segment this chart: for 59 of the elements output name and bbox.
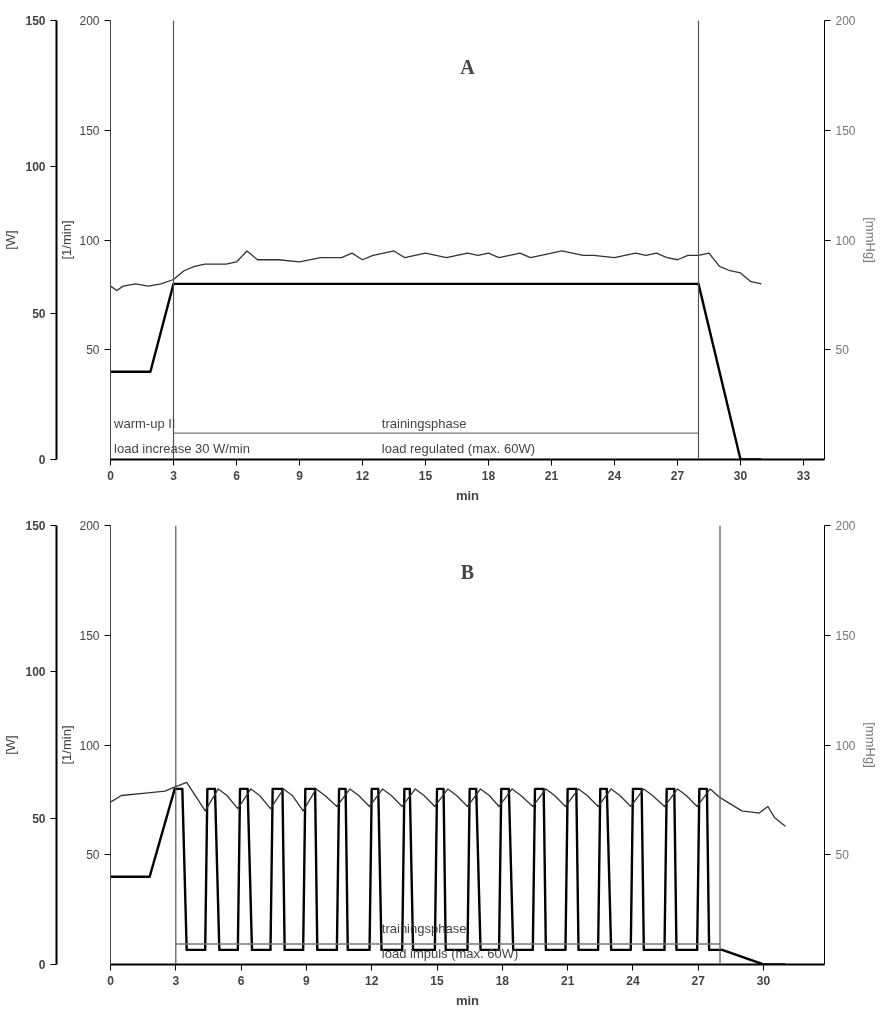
y-tick-label: 100 [25, 665, 46, 680]
y3-tick-label: 100 [79, 233, 100, 248]
x-tick-label: 18 [481, 468, 496, 483]
x-tick-label: 27 [691, 973, 706, 988]
x-tick-label: 24 [607, 468, 622, 483]
y2-axis-title: [mmHg] [862, 217, 878, 263]
y-tick-label: 50 [32, 306, 46, 321]
y2-tick-label: 150 [835, 628, 856, 643]
x-axis-title: min [455, 992, 480, 1008]
x-tick-label: 6 [233, 468, 241, 483]
y-tick-label: 0 [38, 453, 46, 467]
y2-tick-label: 200 [835, 14, 856, 28]
y2-tick-label: 200 [835, 519, 856, 533]
y2-tick-label: 50 [835, 848, 850, 863]
y3-tick-label: 50 [86, 848, 100, 863]
x-tick-label: 33 [796, 468, 811, 483]
x-tick-label: 9 [303, 973, 311, 988]
x-tick-label: 15 [430, 973, 445, 988]
x-tick-label: 21 [560, 973, 575, 988]
x-tick-label: 3 [172, 973, 180, 988]
annotation: trainingsphase [381, 415, 467, 431]
y2-tick-label: 50 [835, 343, 850, 358]
y-tick-label: 50 [32, 811, 46, 826]
text: B [460, 560, 475, 583]
x-tick-label: 12 [355, 468, 370, 483]
x-tick-label: 27 [670, 468, 685, 483]
y-tick-label: 100 [25, 160, 46, 175]
y-axis-title: [W] [3, 230, 19, 250]
y3-tick-label: 100 [79, 738, 100, 753]
x-tick-label: 12 [365, 973, 379, 988]
x-axis-title: min [455, 487, 480, 503]
y2-axis-title: [mmHg] [862, 722, 878, 768]
x-tick-label: 0 [107, 973, 115, 988]
y3-tick-label: 200 [79, 519, 100, 533]
y2-tick-label: 150 [835, 123, 856, 138]
y3-tick-label: 150 [79, 628, 100, 643]
x-tick-label: 6 [237, 973, 245, 988]
x-tick-label: 9 [296, 468, 304, 483]
x-tick-label: 3 [170, 468, 178, 483]
y3-tick-label: 200 [79, 14, 100, 28]
text: A [460, 55, 476, 78]
x-tick-label: 0 [107, 468, 115, 483]
annotation: load regulated (max. 60W) [381, 440, 536, 456]
y3-tick-label: 150 [79, 123, 100, 138]
y-tick-label: 150 [25, 14, 46, 28]
y3-axis-title: [1/min] [59, 725, 75, 765]
y2-tick-label: 100 [835, 233, 856, 248]
x-tick-label: 15 [418, 468, 433, 483]
y2-tick-label: 100 [835, 738, 856, 753]
x-tick-label: 24 [626, 973, 640, 988]
x-tick-label: 30 [756, 973, 771, 988]
x-tick-label: 21 [544, 468, 559, 483]
x-tick-label: 30 [733, 468, 748, 483]
x-tick-label: 18 [495, 973, 510, 988]
y3-axis-title: [1/min] [59, 220, 75, 260]
y-tick-label: 150 [25, 519, 46, 533]
y-axis-title: [W] [3, 735, 19, 755]
y-tick-label: 0 [38, 958, 46, 972]
y3-tick-label: 50 [86, 343, 100, 358]
